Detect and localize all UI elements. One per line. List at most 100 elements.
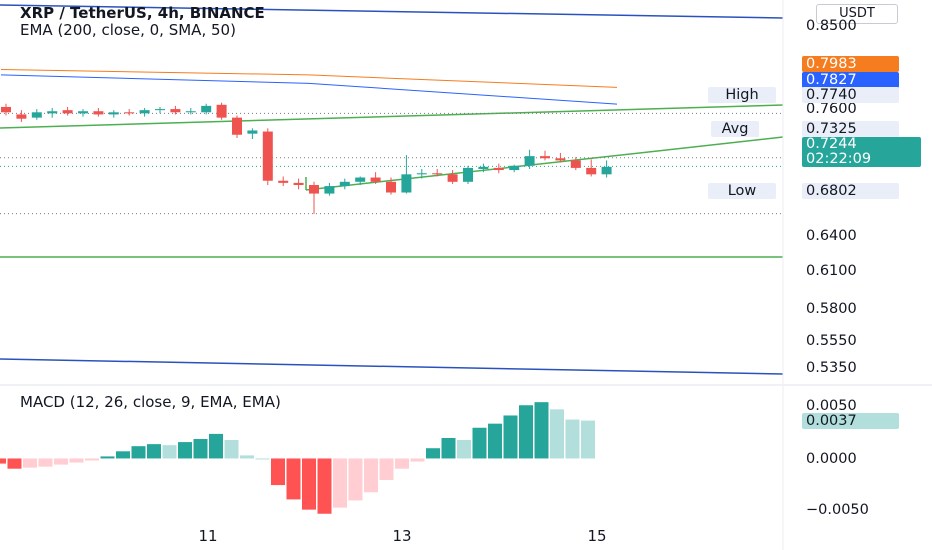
- ema-legend[interactable]: EMA (200, close, 0, SMA, 50): [20, 21, 236, 39]
- candle-body: [201, 105, 212, 113]
- candle-body: [139, 110, 150, 114]
- candle: [278, 176, 289, 187]
- ema-line-orange: [0, 69, 618, 88]
- price-axis-label: 0.7600: [806, 101, 857, 117]
- price-axis-label: 0.5350: [806, 360, 857, 376]
- macd-histogram-bar: [271, 458, 285, 486]
- candle-body: [278, 180, 289, 183]
- macd-histogram-bar: [379, 458, 394, 480]
- candle-body: [309, 185, 319, 194]
- macd-histogram-bar: [38, 458, 53, 467]
- price-axis-label: 0.5800: [806, 301, 857, 317]
- candle: [1, 103, 11, 116]
- macd-axis-label: −0.0050: [806, 502, 869, 518]
- candle-body: [540, 156, 550, 159]
- macd-histogram-bar: [395, 458, 409, 469]
- symbol-title[interactable]: XRP / TetherUS, 4h, BINANCE: [20, 4, 265, 22]
- avg-level-label: Avg: [711, 121, 759, 137]
- candle: [16, 110, 27, 122]
- macd-histogram-bar: [147, 444, 161, 459]
- macd-histogram-bar: [224, 440, 239, 459]
- candle: [339, 178, 350, 190]
- candle: [478, 163, 489, 173]
- time-axis-label: 11: [198, 527, 218, 545]
- candle: [185, 108, 196, 115]
- candle: [247, 128, 258, 140]
- last-price-tag: 0.7244 02:22:09: [802, 137, 921, 167]
- ema-orange-price-tag: 0.7983: [802, 56, 899, 72]
- macd-histogram-bar: [255, 458, 270, 460]
- candle: [324, 182, 335, 196]
- triangle-upper-line[interactable]: [0, 104, 784, 129]
- candle: [262, 128, 273, 186]
- currency-selector[interactable]: USDT: [816, 4, 898, 24]
- macd-histogram-bar: [116, 451, 130, 459]
- candle-body: [1, 106, 11, 113]
- macd-histogram-bar: [7, 458, 22, 469]
- candle: [232, 115, 242, 138]
- candle-body: [78, 111, 88, 114]
- candle: [570, 157, 581, 171]
- candle: [401, 155, 412, 194]
- candle-body: [232, 117, 242, 135]
- macd-histogram-bar: [550, 409, 564, 459]
- macd-axis-label: 0.0000: [806, 451, 857, 467]
- candle-body: [216, 104, 227, 118]
- candle-body: [62, 110, 73, 114]
- candle: [309, 181, 319, 214]
- time-axis-label: 13: [392, 527, 412, 545]
- triangle-lower-line[interactable]: [305, 136, 784, 191]
- macd-histogram-bar: [534, 402, 549, 459]
- candle: [139, 108, 150, 117]
- candle-body: [324, 186, 335, 194]
- candle: [586, 159, 597, 177]
- candle-body: [601, 166, 612, 175]
- macd-histogram-bar: [69, 458, 84, 463]
- candle: [62, 106, 73, 116]
- drawn-trend-lines[interactable]: [0, 4, 784, 375]
- candle-body: [447, 174, 458, 182]
- candle-body: [262, 131, 273, 181]
- ema-lines: [0, 69, 618, 105]
- macd-histogram-bar: [85, 458, 99, 461]
- macd-histogram-bar: [0, 458, 6, 464]
- macd-histogram-bar: [193, 439, 208, 459]
- candle-body: [185, 111, 196, 113]
- macd-histogram-bar: [131, 446, 146, 459]
- candle-body: [386, 181, 396, 193]
- candle-body: [124, 112, 135, 114]
- ema-blue-price-tag: 0.7827: [802, 72, 899, 88]
- candle-body: [93, 111, 104, 115]
- candle: [216, 102, 227, 120]
- low-level-label: Low: [708, 183, 776, 199]
- candle: [463, 165, 473, 184]
- macd-histogram-bar: [472, 427, 487, 459]
- macd-histogram-bar: [240, 455, 254, 459]
- macd-histogram-bar: [302, 458, 316, 510]
- macd-histogram-bar: [426, 448, 440, 459]
- session-level-lines: [0, 112, 783, 215]
- macd-histogram-bar: [23, 458, 37, 468]
- candlestick-series: [1, 102, 612, 214]
- candle-body: [432, 173, 443, 175]
- macd-histogram-bar: [519, 405, 533, 459]
- candle-body: [47, 111, 58, 114]
- macd-legend[interactable]: MACD (12, 26, close, 9, EMA, EMA): [20, 393, 281, 411]
- last-price-value: 0.7244: [806, 136, 857, 152]
- ema-line-blue: [0, 74, 618, 105]
- lower-channel-line[interactable]: [0, 358, 784, 375]
- candle-body: [463, 167, 473, 182]
- candle: [78, 109, 88, 117]
- candle-body: [247, 130, 258, 134]
- upper-channel-line[interactable]: [0, 4, 784, 19]
- bar-countdown: 02:22:09: [806, 151, 872, 167]
- candle: [201, 103, 212, 115]
- candle-body: [570, 160, 581, 168]
- price-axis-label: 0.6100: [806, 263, 857, 279]
- candle: [432, 168, 443, 177]
- candle: [355, 176, 366, 186]
- candle-body: [108, 112, 119, 115]
- macd-histogram-bar: [565, 419, 580, 459]
- candle: [47, 108, 58, 118]
